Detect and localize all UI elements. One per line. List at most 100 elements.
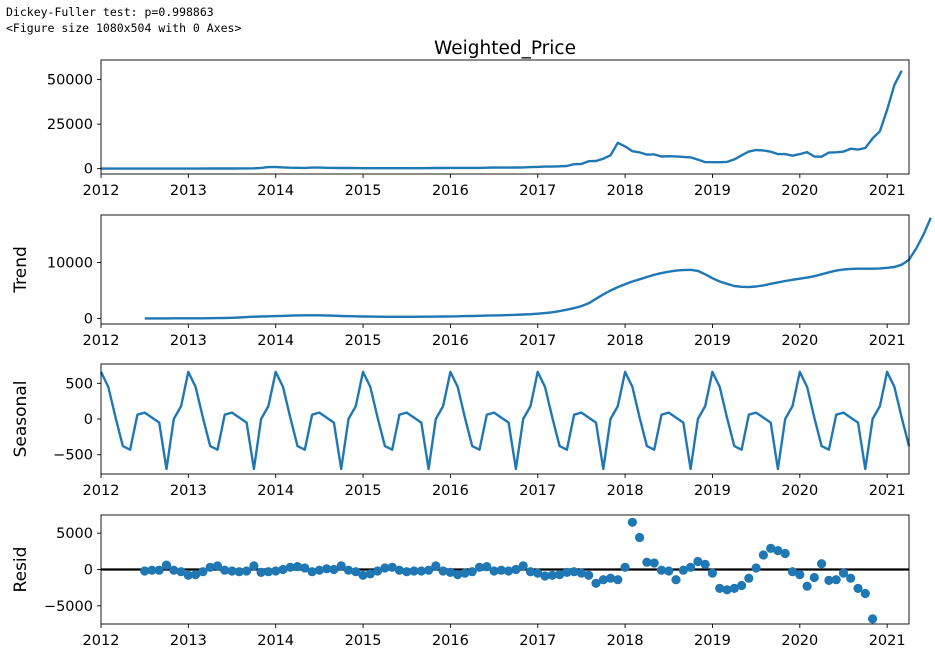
resid-point: [656, 565, 667, 575]
resid-point: [365, 569, 375, 579]
resid-panel: Resid −5000 0 5000 2012 2013 2014 2015 2016 2017 2…: [11, 514, 910, 649]
seasonal-xtick-label: 2020: [781, 483, 818, 499]
resid-point: [198, 567, 208, 577]
weighted-price-series-line: [101, 70, 903, 170]
trend-ylabel: Trend: [11, 246, 31, 294]
trend-xtick-label: 2015: [345, 333, 382, 349]
resid-point: [467, 567, 477, 577]
resid-point: [482, 562, 492, 572]
weighted-price-title: Weighted_Price: [434, 38, 576, 59]
seasonal-xtick-label: 2017: [519, 483, 556, 499]
resid-xtick-label: 2015: [345, 633, 382, 649]
resid-point: [161, 560, 172, 570]
seasonal-xtick-label: 2019: [694, 483, 731, 499]
figure-size-output: <Figure size 1080x504 with 0 Axes>: [6, 21, 242, 35]
resid-point: [511, 564, 521, 575]
weighted-price-ytick-label: 0: [84, 162, 93, 178]
weighted-price-xtick-label: 2021: [869, 183, 906, 199]
resid-xtick-label: 2019: [694, 633, 731, 649]
resid-point: [758, 550, 769, 560]
resid-point: [387, 562, 397, 572]
resid-point: [613, 575, 623, 585]
resid-point: [176, 567, 186, 577]
resid-xtick-label: 2016: [432, 633, 469, 649]
resid-point: [846, 573, 856, 583]
console-output: Dickey-Fuller test: p=0.998863 <Figure si…: [6, 4, 241, 36]
weighted-price-xtick-label: 2014: [257, 183, 294, 199]
trend-xtick-label: 2021: [869, 333, 906, 349]
trend-ytick-label: 10000: [47, 256, 93, 272]
resid-point: [751, 563, 761, 573]
resid-point: [838, 568, 849, 578]
seasonal-panel: Seasonal −500 0 500 2012 2013 2014 2015 2016 2017…: [11, 363, 911, 499]
seasonal-xtick-label: 2021: [869, 483, 906, 499]
resid-point: [380, 563, 390, 573]
resid-point: [147, 565, 157, 575]
resid-point: [416, 566, 426, 576]
resid-point: [824, 575, 834, 586]
resid-point: [715, 583, 725, 594]
resid-point: [140, 566, 150, 576]
resid-point: [642, 557, 652, 567]
resid-point: [249, 561, 259, 571]
resid-point: [263, 567, 273, 577]
resid-point: [598, 575, 608, 585]
resid-xtick-label: 2017: [519, 633, 556, 649]
resid-xtick-label: 2021: [869, 633, 906, 649]
resid-point: [438, 566, 448, 576]
resid-point: [234, 567, 244, 577]
weighted-price-xtick-label: 2017: [519, 183, 556, 199]
resid-ytick-label: 0: [84, 563, 93, 579]
resid-point: [402, 567, 412, 577]
resid-point: [649, 558, 659, 568]
trend-xtick-label: 2012: [83, 333, 120, 349]
resid-point: [292, 562, 303, 572]
resid-xtick-label: 2018: [607, 633, 644, 649]
resid-point: [394, 565, 404, 575]
resid-point: [722, 585, 732, 595]
resid-point: [300, 563, 310, 573]
resid-point: [489, 566, 499, 576]
resid-point: [431, 561, 441, 571]
weighted-price-xtick-label: 2012: [83, 183, 120, 199]
seasonal-ylabel: Seasonal: [11, 381, 31, 458]
resid-point: [817, 559, 827, 569]
resid-point: [336, 561, 346, 571]
seasonal-series-line: [99, 370, 911, 471]
seasonal-ytick-label: −500: [53, 448, 93, 464]
resid-point: [540, 571, 550, 581]
resid-point: [729, 583, 739, 594]
seasonal-xtick-label: 2015: [345, 483, 382, 499]
resid-point: [373, 566, 383, 576]
resid-point: [737, 580, 747, 591]
seasonal-ytick-label: 0: [84, 412, 93, 428]
resid-xtick-label: 2020: [781, 633, 818, 649]
weighted-price-ytick-label: 50000: [47, 73, 93, 89]
resid-point: [627, 517, 638, 527]
resid-point: [409, 566, 419, 576]
resid-point: [525, 567, 536, 577]
resid-point: [795, 570, 805, 580]
resid-point: [533, 568, 543, 578]
resid-point: [358, 570, 368, 580]
trend-xtick-label: 2013: [170, 333, 207, 349]
weighted-price-xtick-label: 2019: [694, 183, 731, 199]
resid-point: [227, 566, 237, 576]
resid-point: [445, 567, 455, 578]
resid-point: [860, 588, 870, 599]
resid-point: [584, 570, 594, 580]
resid-point: [242, 566, 252, 576]
trend-panel: Trend 0 10000 2012 2013 2014 2015 2016 2017 2018 2…: [11, 214, 932, 349]
resid-point: [678, 565, 688, 575]
resid-point: [169, 565, 179, 575]
resid-point: [256, 567, 266, 578]
trend-xtick-label: 2019: [694, 333, 731, 349]
resid-point: [220, 565, 230, 575]
resid-point: [453, 570, 463, 580]
resid-point: [831, 575, 841, 585]
resid-point: [802, 581, 812, 591]
resid-point: [307, 567, 317, 577]
resid-point: [766, 543, 776, 554]
resid-point: [518, 561, 528, 571]
